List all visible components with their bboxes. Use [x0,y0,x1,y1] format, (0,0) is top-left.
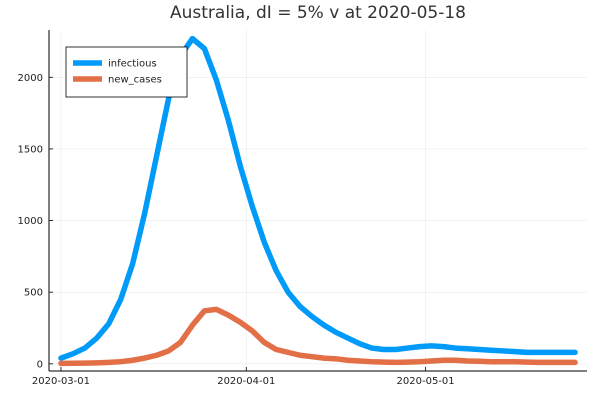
x-tick-label: 2020-04-01 [217,376,275,387]
y-tick-label: 0 [37,359,43,370]
y-tick-label: 500 [24,288,43,299]
series-lines [58,35,578,367]
x-tick-label: 2020-03-01 [32,376,90,387]
legend-label-new-cases: new_cases [108,75,162,86]
series-line-new-cases [58,306,578,367]
chart-title: Australia, dI = 5% v at 2020-05-18 [170,3,466,23]
x-tick-label: 2020-05-01 [397,376,455,387]
axes [48,30,587,372]
y-tick-label: 1000 [18,216,43,227]
y-tick-label: 2000 [18,73,43,84]
tick-labels: 2020-03-01 2020-04-01 2020-05-01 0 500 1000 15… [18,73,455,387]
legend-label-infectious: infectious [108,59,157,70]
legend: infectious new_cases [65,46,188,98]
y-tick-label: 1500 [18,144,43,155]
series-line-infectious [58,35,578,361]
legend-box [65,46,188,98]
